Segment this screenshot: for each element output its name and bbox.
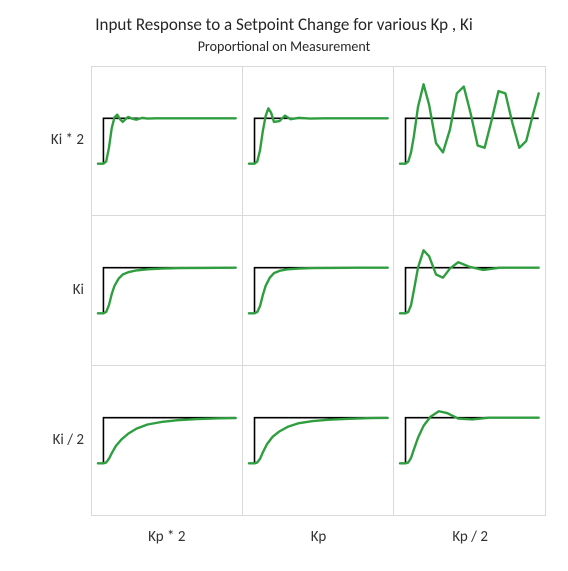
setpoint-step bbox=[400, 268, 539, 314]
figure-root: { "title": { "text": "Input Response to … bbox=[0, 0, 568, 571]
setpoint-step bbox=[98, 418, 236, 464]
response-curve bbox=[98, 418, 236, 463]
response-curve bbox=[400, 411, 539, 463]
response-curve bbox=[249, 268, 388, 314]
col-label-1: Kp bbox=[279, 528, 359, 546]
setpoint-step bbox=[98, 118, 236, 163]
setpoint-step bbox=[249, 268, 388, 314]
chart-title: Input Response to a Setpoint Change for … bbox=[0, 14, 568, 35]
setpoint-step bbox=[400, 418, 539, 464]
setpoint-step bbox=[249, 118, 388, 163]
chart-subtitle: Proportional on Measurement bbox=[0, 38, 568, 55]
response-curve bbox=[249, 418, 388, 463]
col-label-0: Kp * 2 bbox=[127, 528, 207, 546]
col-label-2: Kp / 2 bbox=[430, 528, 510, 546]
row-label-1: Ki bbox=[73, 281, 84, 299]
response-curve bbox=[98, 115, 236, 164]
subplot-r0-c1 bbox=[243, 66, 395, 216]
row-label-0: Ki * 2 bbox=[51, 131, 84, 149]
response-curve bbox=[98, 268, 236, 314]
response-curve bbox=[400, 250, 539, 313]
response-curve bbox=[249, 108, 388, 163]
subplot-r0-c2 bbox=[394, 66, 546, 216]
subplot-r0-c0 bbox=[91, 66, 243, 216]
setpoint-step bbox=[98, 268, 236, 314]
subplot-r2-c1 bbox=[243, 366, 395, 516]
subplot-r1-c2 bbox=[394, 216, 546, 366]
subplot-grid bbox=[91, 66, 546, 516]
row-label-2: Ki / 2 bbox=[53, 431, 84, 449]
response-curve bbox=[400, 84, 539, 163]
subplot-r1-c0 bbox=[91, 216, 243, 366]
subplot-r1-c1 bbox=[243, 216, 395, 366]
subplot-r2-c0 bbox=[91, 366, 243, 516]
subplot-r2-c2 bbox=[394, 366, 546, 516]
